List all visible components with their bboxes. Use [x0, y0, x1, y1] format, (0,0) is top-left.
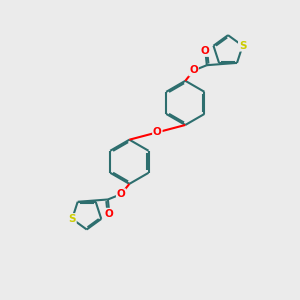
Text: O: O	[105, 208, 114, 219]
Text: S: S	[68, 214, 76, 224]
Text: O: O	[189, 65, 198, 76]
Text: O: O	[201, 46, 210, 56]
Text: O: O	[117, 189, 125, 199]
Text: O: O	[153, 127, 162, 137]
Text: S: S	[239, 41, 246, 51]
